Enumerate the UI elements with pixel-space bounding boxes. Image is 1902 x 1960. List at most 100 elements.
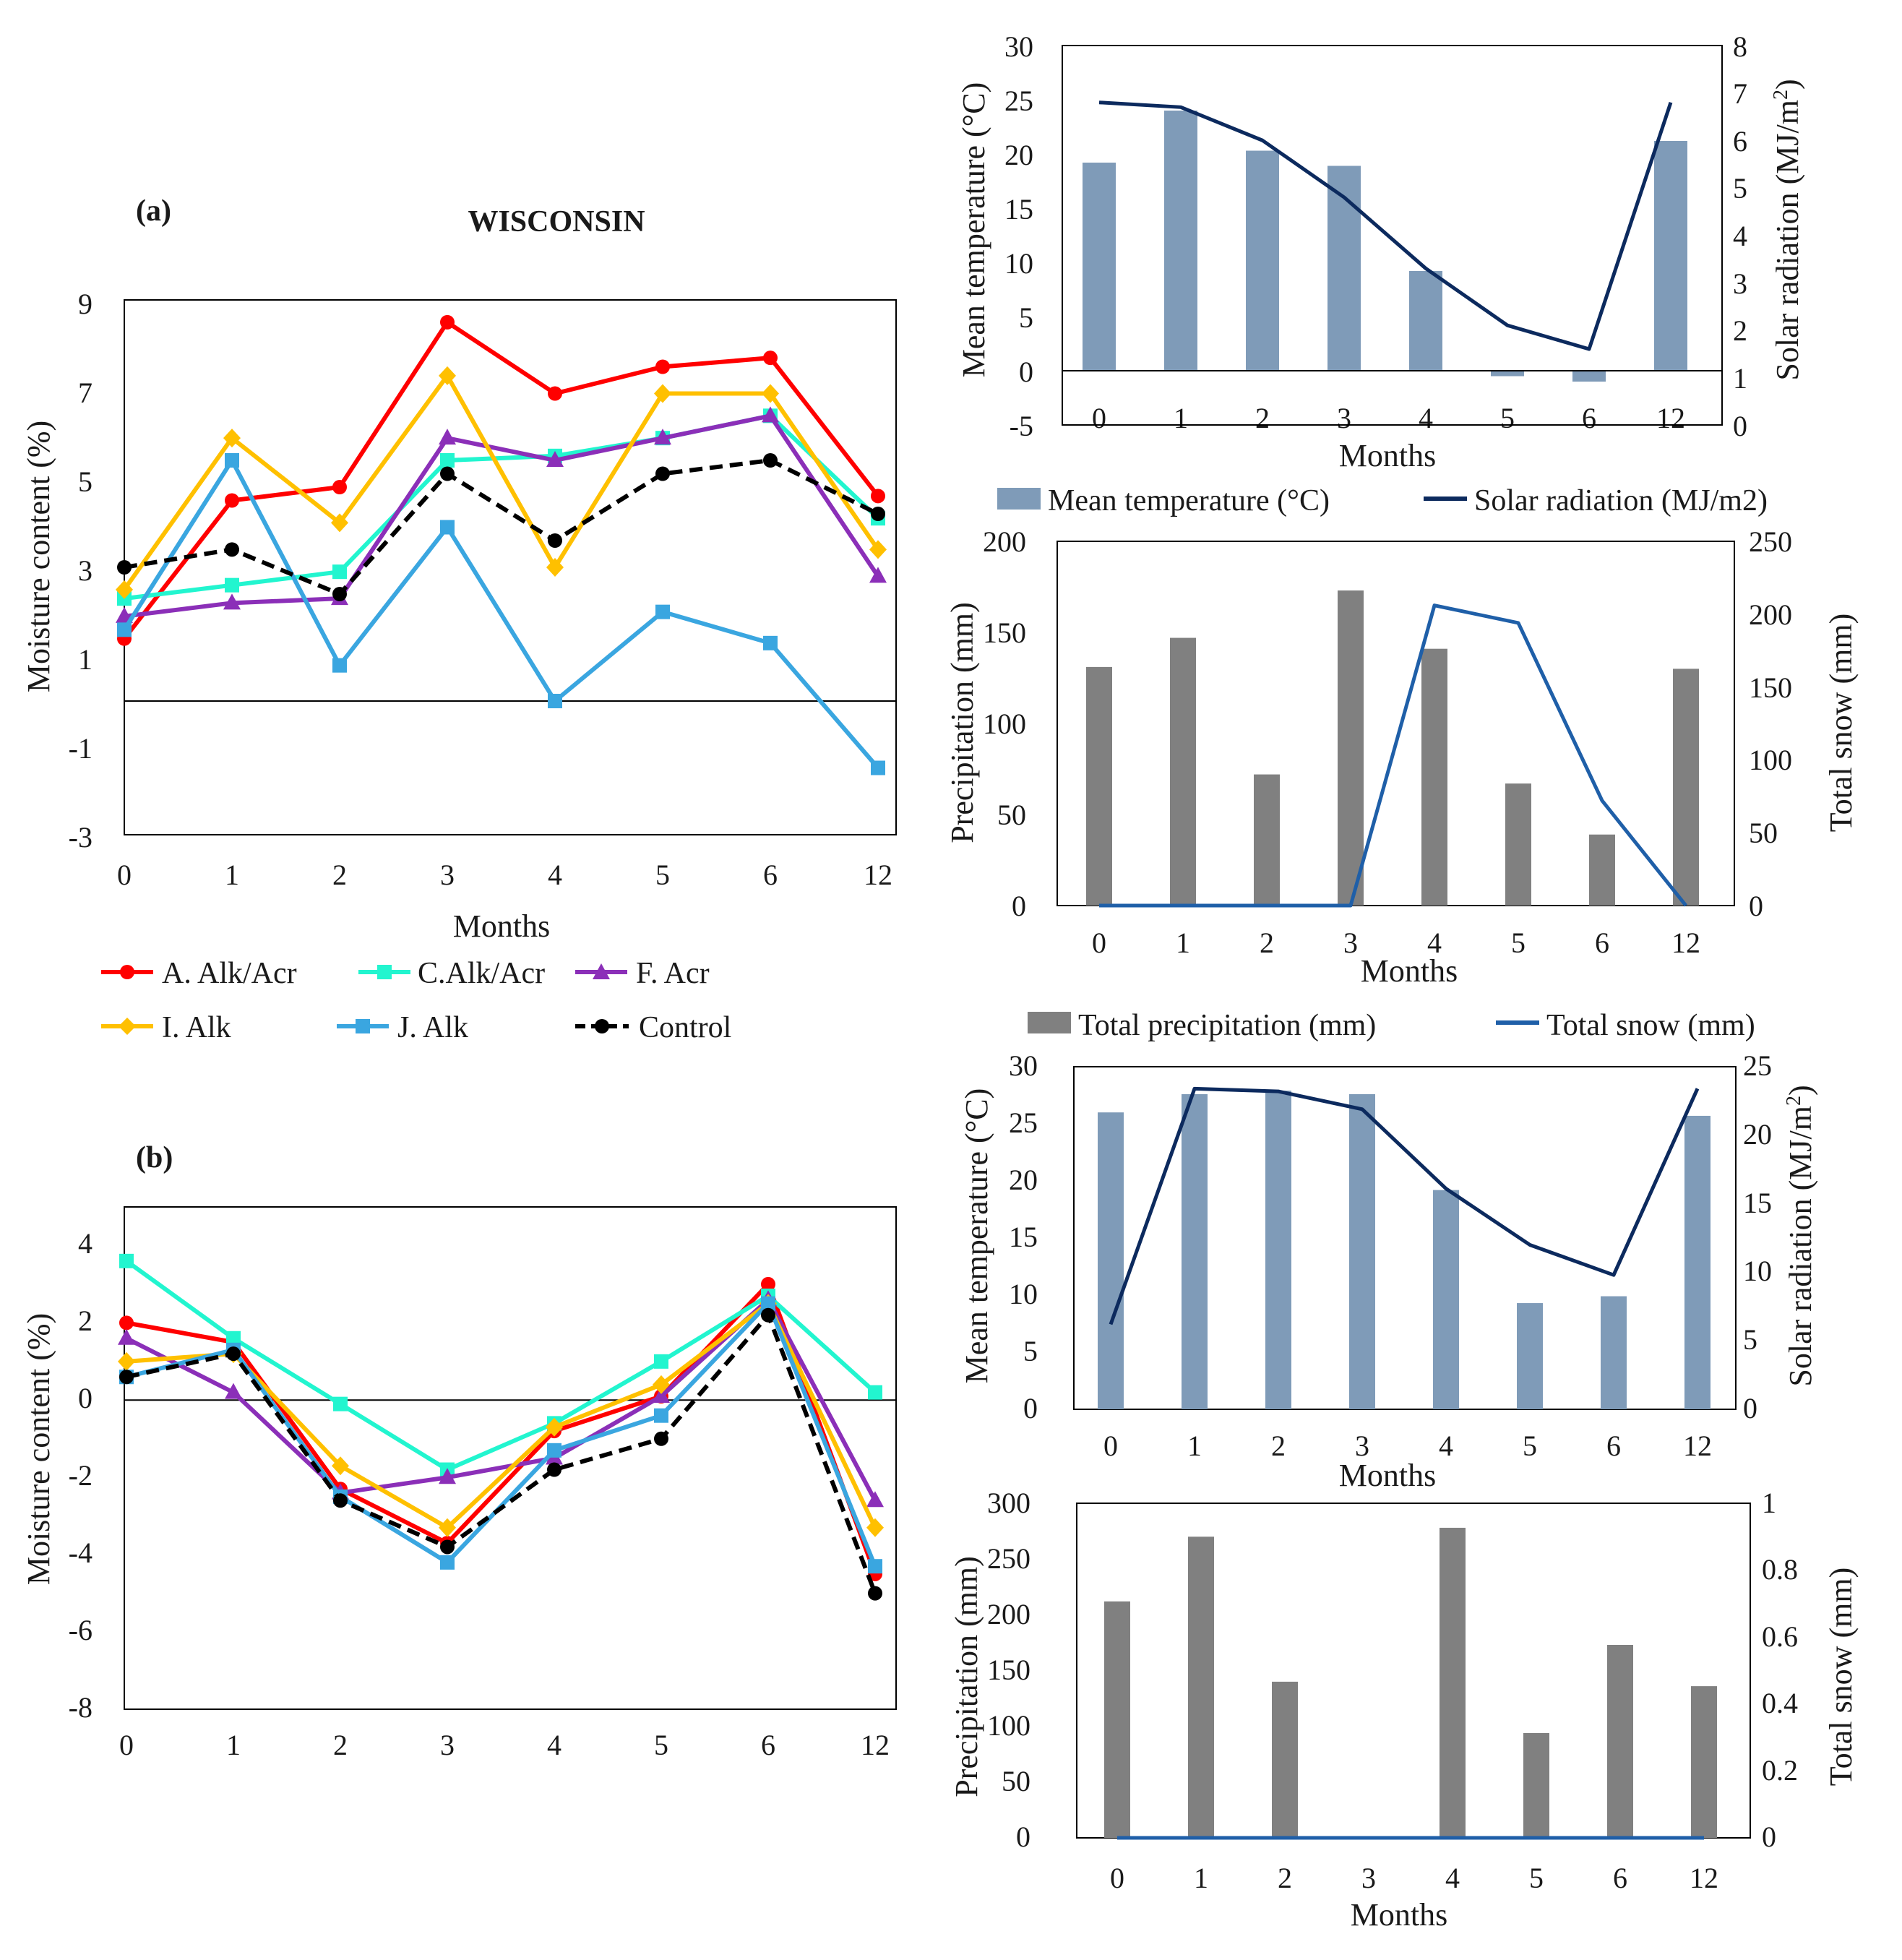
panel-d-x-axis-label: Months bbox=[1361, 953, 1458, 989]
data-point-i_alk bbox=[653, 1375, 670, 1394]
bar-precip_bar bbox=[1272, 1681, 1298, 1838]
data-point-i_alk bbox=[546, 1417, 563, 1437]
chart-marks bbox=[116, 45, 1751, 1840]
panel-b-x-tick: 5 bbox=[654, 1729, 668, 1761]
bar-temp_bar bbox=[1684, 1115, 1710, 1409]
panel-c-y2-tick: 8 bbox=[1733, 30, 1747, 63]
bar-temp_bar bbox=[1098, 1112, 1124, 1409]
data-point-f_acr bbox=[546, 451, 564, 467]
panel-f-x-tick: 2 bbox=[1278, 1862, 1292, 1894]
panel-d-y2-tick: 150 bbox=[1749, 671, 1792, 704]
bar-temp_bar bbox=[1517, 1303, 1543, 1409]
data-point-c_alk_acr bbox=[868, 1385, 882, 1400]
panel-e: 30 25 20 15 10 5 0 25 20 15 10 5 0 0 1 2… bbox=[959, 1049, 1818, 1493]
panel-c-y-tick: 15 bbox=[1004, 193, 1033, 225]
panel-c-y2-ticks: 8 7 6 5 4 3 2 1 0 bbox=[1733, 30, 1747, 442]
panel-a-x-axis-label: Months bbox=[453, 908, 550, 944]
data-point-c_alk_acr bbox=[226, 1331, 241, 1346]
data-point-f_acr bbox=[869, 567, 887, 583]
panel-d-x-tick: 2 bbox=[1260, 927, 1274, 959]
bar-temp_bar bbox=[1327, 166, 1361, 371]
panel-e-y2-tick: 15 bbox=[1743, 1187, 1772, 1219]
data-point-control bbox=[868, 1586, 882, 1601]
panel-f-x-tick: 4 bbox=[1445, 1862, 1460, 1894]
panel-c-x-tick: 12 bbox=[1656, 402, 1685, 434]
panel-c-y-tick: 30 bbox=[1004, 30, 1033, 63]
legend-label: I. Alk bbox=[162, 1011, 231, 1044]
data-point-i_alk bbox=[869, 540, 887, 559]
plot-frame bbox=[124, 299, 897, 835]
panel-c-plot bbox=[1062, 45, 1723, 426]
panel-e-x-tick: 3 bbox=[1355, 1430, 1369, 1462]
panel-f-x-tick: 5 bbox=[1529, 1862, 1544, 1894]
data-point-f_acr bbox=[439, 429, 456, 445]
panel-d-y2-tick: 200 bbox=[1749, 598, 1792, 631]
data-point-control bbox=[440, 1539, 455, 1555]
panel-c-x-axis-label: Months bbox=[1339, 438, 1436, 473]
data-point-c_alk_acr bbox=[225, 577, 239, 593]
data-point-control bbox=[654, 1431, 668, 1446]
panel-b-y-tick: -2 bbox=[69, 1459, 92, 1492]
plot-frame bbox=[124, 1206, 897, 1710]
data-point-c_alk_acr bbox=[119, 1253, 134, 1268]
panel-c-y2-tick: 7 bbox=[1733, 77, 1747, 110]
data-point-c_alk_acr bbox=[332, 564, 347, 580]
series-line-i_alk bbox=[122, 373, 880, 591]
data-point-j_alk bbox=[225, 453, 239, 468]
panel-b-x-tick: 2 bbox=[333, 1729, 348, 1761]
panel-b-x-ticks: 0 1 2 3 4 5 6 12 bbox=[119, 1729, 890, 1761]
legend-label: A. Alk/Acr bbox=[162, 957, 297, 990]
bar-temp_bar bbox=[1409, 271, 1442, 371]
panel-a-x-tick: 2 bbox=[332, 859, 347, 891]
panel-b-label: (b) bbox=[136, 1141, 173, 1174]
data-point-i_alk bbox=[762, 384, 779, 403]
panel-f-plot bbox=[1076, 1503, 1751, 1840]
panel-e-y-ticks: 30 25 20 15 10 5 0 bbox=[1009, 1049, 1038, 1424]
legend-label: F. Acr bbox=[636, 957, 710, 990]
panel-f-y-ticks: 300 250 200 150 100 50 0 bbox=[987, 1487, 1030, 1853]
panel-e-y2-ticks: 25 20 15 10 5 0 bbox=[1743, 1049, 1772, 1424]
panel-a-x-tick: 0 bbox=[117, 859, 132, 891]
bar-temp_bar bbox=[1491, 371, 1524, 377]
panel-f-y2-ticks: 1 0.8 0.6 0.4 0.2 0 bbox=[1762, 1487, 1798, 1853]
panel-f-y-tick: 200 bbox=[987, 1598, 1030, 1630]
panel-b-y-ticks: 4 2 0 -2 -4 -6 -8 bbox=[69, 1227, 92, 1724]
panel-e-y-tick: 20 bbox=[1009, 1164, 1038, 1196]
data-point-i_alk bbox=[654, 384, 671, 403]
bar-precip_bar bbox=[1440, 1527, 1466, 1838]
bar-precip_bar bbox=[1338, 590, 1364, 906]
data-point-i_alk bbox=[332, 1456, 349, 1476]
bar-temp_bar bbox=[1246, 150, 1279, 371]
panel-c-x-tick: 2 bbox=[1255, 402, 1270, 434]
legend-entry-a-alk-acr: A. Alk/Acr bbox=[101, 957, 297, 990]
panel-a-x-tick: 1 bbox=[225, 859, 239, 891]
data-point-f_acr bbox=[118, 1328, 135, 1345]
data-point-i_alk bbox=[866, 1518, 884, 1537]
data-point-i_alk bbox=[118, 1351, 135, 1371]
data-point-a_alk_acr bbox=[763, 351, 778, 366]
data-point-a_alk_acr bbox=[871, 489, 885, 504]
data-point-i_alk bbox=[223, 429, 241, 448]
panel-a-y-axis-label: Moisture content (%) bbox=[21, 421, 56, 692]
legend-entry-c-alk-acr: C.Alk/Acr bbox=[358, 957, 545, 990]
panel-a-y-tick: 5 bbox=[78, 465, 92, 498]
panel-a-x-tick: 3 bbox=[440, 859, 455, 891]
panel-d-x-tick: 12 bbox=[1671, 927, 1700, 959]
data-point-control bbox=[548, 533, 562, 548]
bar-temp_bar bbox=[1601, 1296, 1627, 1409]
panel-a-label: (a) bbox=[136, 194, 171, 228]
panel-a-x-ticks: 0 1 2 3 4 5 6 12 bbox=[117, 859, 892, 891]
panel-e-y-tick: 25 bbox=[1009, 1106, 1038, 1139]
panel-b-y-axis-label: Moisture content (%) bbox=[21, 1313, 56, 1585]
data-point-control bbox=[871, 507, 885, 521]
panel-b-y-tick: 2 bbox=[78, 1304, 92, 1337]
panel-a-x-tick: 5 bbox=[655, 859, 670, 891]
panel-d: 200 150 100 50 0 250 200 150 100 50 0 0 … bbox=[944, 525, 1859, 1042]
panel-d-x-tick: 5 bbox=[1511, 927, 1526, 959]
panel-e-y-axis-label: Mean temperature (°C) bbox=[959, 1088, 994, 1384]
data-point-f_acr bbox=[762, 406, 779, 423]
panel-c-legend: Mean temperature (°C) Solar radiation (M… bbox=[997, 484, 1768, 517]
panel-c-y2-tick: 2 bbox=[1733, 314, 1747, 347]
data-point-control bbox=[761, 1307, 775, 1323]
